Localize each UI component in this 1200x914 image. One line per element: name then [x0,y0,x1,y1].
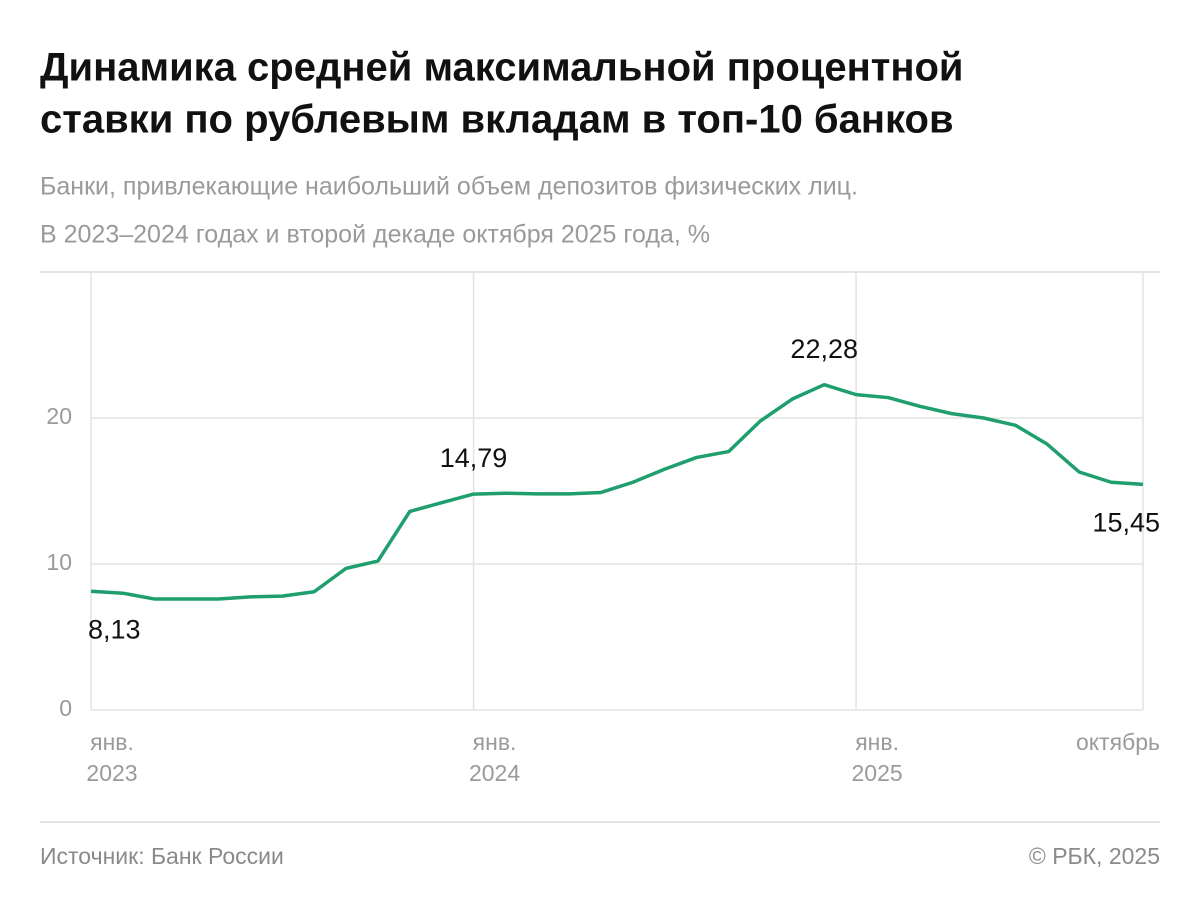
credit: © РБК, 2025 [1029,843,1160,869]
x-tick-label: 2023 [86,760,137,786]
chart-subtitle: В 2023–2024 годах и второй декаде октябр… [40,221,710,249]
data-label: 22,28 [790,334,858,364]
y-tick-label: 20 [46,403,72,429]
data-label: 15,45 [1092,508,1160,538]
data-label: 14,79 [440,443,508,473]
x-tick-label: янв. [855,729,899,755]
y-tick-label: 0 [59,695,72,721]
y-tick-label: 10 [46,549,72,575]
line [90,382,1144,601]
x-tick-label: 2024 [469,760,520,786]
x-tick-label: янв. [473,729,517,755]
source: Источник: Банк России [40,843,284,869]
x-tick-label: 2025 [852,760,903,786]
data-label: 8,13 [88,614,141,644]
chart-title: Динамика средней максимальной процентной [40,46,964,90]
x-tick-label: октябрь [1076,729,1160,755]
chart-title: ставки по рублевым вкладам в топ-10 банк… [40,98,954,142]
chart-subtitle: Банки, привлекающие наибольший объем деп… [40,173,858,201]
x-tick-label: янв. [90,729,134,755]
